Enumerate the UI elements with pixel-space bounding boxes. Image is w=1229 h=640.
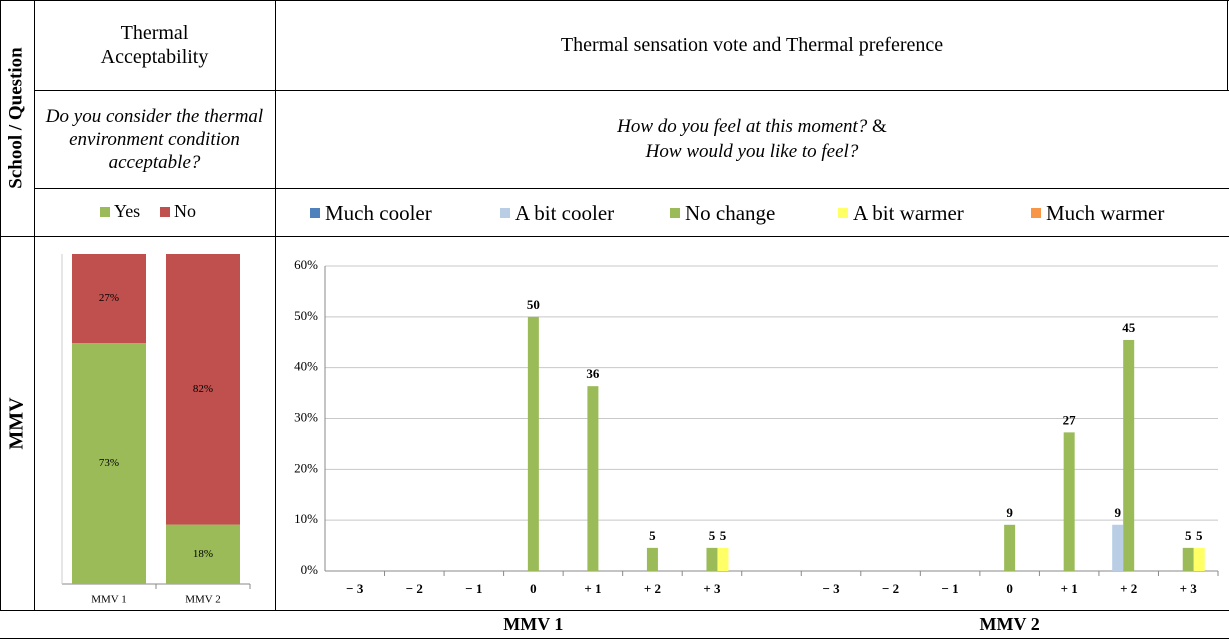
rule (0, 0, 1229, 1)
x-tick-label: MMV 1 (91, 594, 127, 606)
rule (1227, 0, 1228, 90)
question-line: How do you feel at this moment? & (617, 114, 887, 139)
legend-label: A bit cooler (515, 201, 614, 225)
x-tick-label: − 3 (346, 581, 364, 596)
x-tick-label: + 1 (584, 581, 601, 596)
question-part: & (872, 116, 887, 137)
data-label: 45 (1122, 320, 1136, 335)
legend-label: Much warmer (1046, 201, 1164, 225)
legend-swatch (160, 207, 170, 217)
rule (275, 0, 276, 610)
rule (0, 638, 1229, 639)
legend-swatch (670, 208, 680, 218)
legend-swatch (838, 208, 848, 218)
legend-swatch (310, 208, 320, 218)
data-label: 5 (709, 528, 716, 543)
legend-swatch (1031, 208, 1041, 218)
data-label: 5 (649, 528, 656, 543)
data-label: 5 (720, 528, 727, 543)
bar (587, 386, 599, 571)
legend-swatch (500, 208, 510, 218)
question: Do you consider the thermal environment … (45, 105, 264, 173)
bar (1123, 339, 1135, 571)
y-tick-label: 30% (294, 409, 318, 424)
bar-segment (166, 254, 240, 525)
rule (0, 610, 1229, 611)
question-part: How do you feel at this moment? (617, 116, 868, 137)
group-label: MMV 1 (503, 614, 563, 634)
legend-swatch (100, 207, 110, 217)
data-label: 9 (1006, 505, 1013, 520)
y-tick-label: 0% (301, 562, 319, 577)
y-tick-label: 20% (294, 460, 318, 475)
legend-label: No change (685, 201, 775, 225)
bar (527, 316, 539, 571)
x-tick-label: − 2 (406, 581, 423, 596)
data-label: 5 (1196, 528, 1203, 543)
x-tick-label: + 1 (1061, 581, 1078, 596)
data-label: 27% (99, 292, 119, 304)
x-tick-label: − 1 (465, 581, 482, 596)
bar (706, 547, 718, 571)
data-label: 9 (1114, 505, 1121, 520)
legend-label: Much cooler (325, 201, 432, 225)
data-label: 50 (527, 297, 540, 312)
rule (34, 0, 35, 610)
data-label: 82% (193, 383, 213, 395)
x-tick-label: + 3 (703, 581, 721, 596)
bar-segment (166, 524, 240, 584)
bar-segment (72, 343, 146, 584)
y-tick-label: 10% (294, 511, 318, 526)
y-tick-label: 50% (294, 308, 318, 323)
data-label: 73% (99, 457, 119, 469)
rule (34, 90, 1229, 91)
x-tick-label: − 1 (942, 581, 959, 596)
legend-label: Yes (114, 201, 140, 221)
bar (1063, 432, 1075, 571)
rule (34, 188, 1229, 189)
x-tick-label: + 3 (1180, 581, 1198, 596)
question-line: How would you like to feel? (646, 139, 859, 164)
question-part: How would you like to feel? (645, 141, 859, 162)
column-header: Thermal sensation vote and Thermal prefe… (560, 33, 944, 56)
bar (1112, 524, 1124, 571)
rule (0, 236, 1229, 237)
legend-label: A bit warmer (853, 201, 964, 225)
group-label: MMV 2 (980, 614, 1040, 634)
data-label: 27 (1063, 412, 1077, 427)
x-tick-label: 0 (1006, 581, 1013, 596)
x-tick-label: − 3 (822, 581, 840, 596)
data-label: 5 (1185, 528, 1192, 543)
x-tick-label: − 2 (882, 581, 899, 596)
bar (717, 547, 729, 571)
bar (1182, 547, 1194, 571)
y-tick-label: 60% (294, 257, 318, 272)
question: How do you feel at this moment? & How wo… (275, 90, 1229, 188)
x-tick-label: MMV 2 (185, 594, 221, 606)
x-tick-label: + 2 (1120, 581, 1137, 596)
bar (646, 547, 658, 571)
bar-segment (72, 254, 146, 344)
x-tick-label: 0 (530, 581, 537, 596)
bar (1004, 524, 1016, 571)
column-header: Thermal Acceptability (100, 22, 209, 68)
rule (0, 0, 1, 610)
legend-label: No (174, 201, 196, 221)
y-tick-label: 40% (294, 359, 318, 374)
bar (1193, 547, 1205, 571)
x-tick-label: + 2 (644, 581, 661, 596)
data-label: 18% (193, 548, 213, 560)
data-label: 36 (586, 366, 600, 381)
